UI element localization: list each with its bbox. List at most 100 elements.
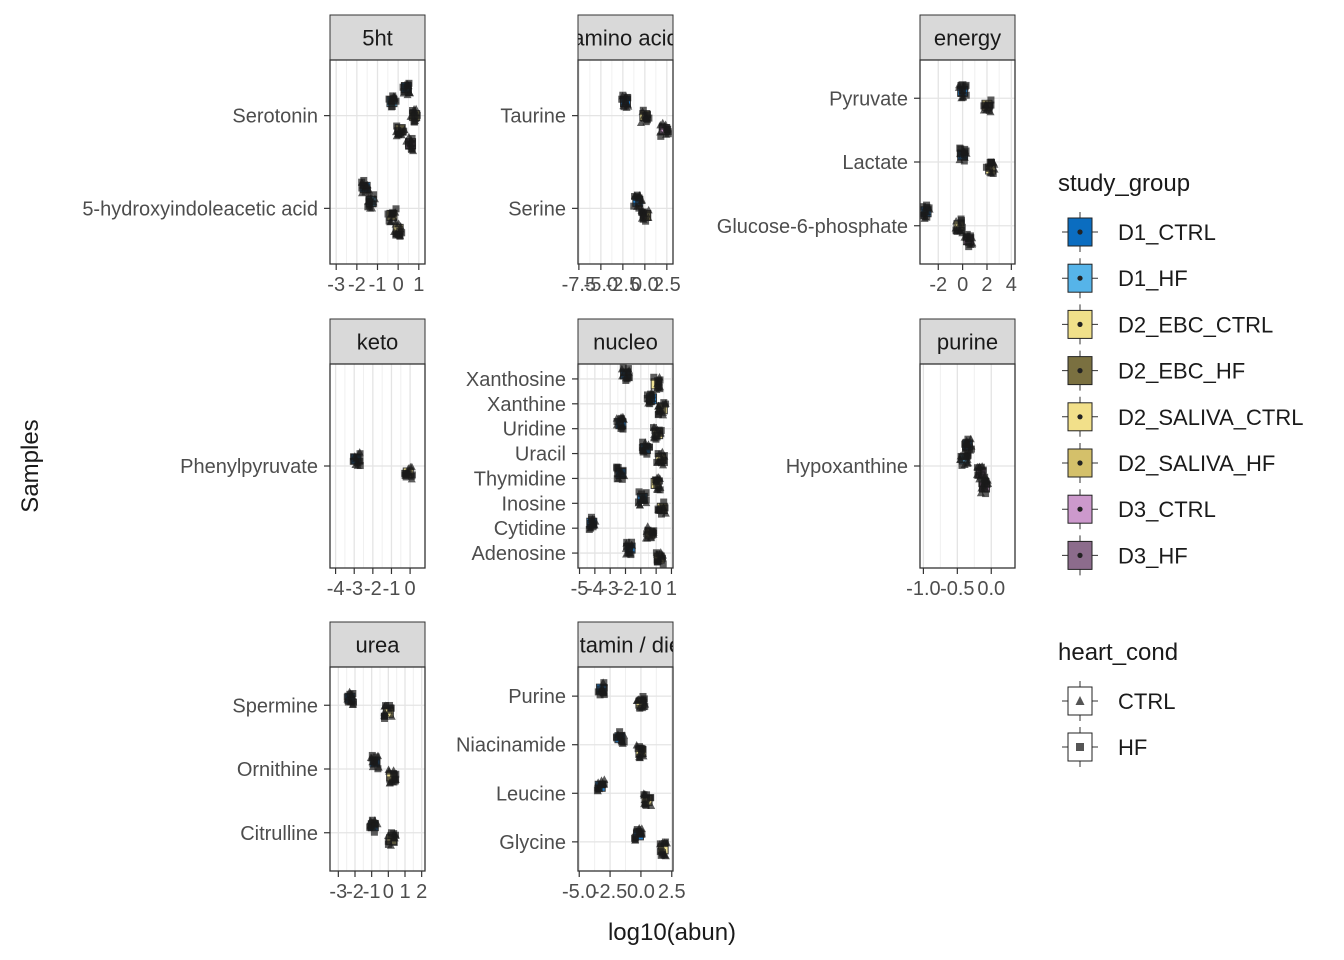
point-hf (402, 469, 410, 477)
x-tick-label: 2 (416, 881, 427, 903)
point-ctrl (373, 819, 382, 828)
point-ctrl (979, 106, 988, 114)
y-tick-label: Glycine (499, 832, 566, 854)
legend-label: D1_HF (1118, 266, 1188, 291)
point-ctrl (380, 707, 389, 716)
strip-background (919, 318, 1016, 365)
legend-label: D3_HF (1118, 543, 1188, 568)
point-hf (353, 454, 361, 462)
legend-key (1062, 535, 1098, 576)
x-tick-label: -2 (617, 578, 635, 600)
point-hf (654, 505, 662, 513)
y-tick-label: Purine (508, 686, 566, 708)
x-tick-label: 0 (957, 274, 968, 296)
strip-label: urea (355, 633, 400, 658)
point-ctrl (599, 688, 608, 697)
strip-background (577, 318, 674, 365)
point-ctrl (594, 778, 603, 786)
x-tick-label: 2 (981, 274, 992, 296)
point-ctrl (952, 216, 961, 225)
point-hf (643, 530, 651, 538)
point-ctrl (624, 368, 633, 376)
point-ctrl (660, 851, 669, 859)
point-hf (650, 373, 658, 381)
x-tick-label: 0 (651, 578, 662, 600)
point-hf (613, 734, 621, 742)
y-tick-label: Lactate (842, 152, 908, 174)
point-ctrl (391, 220, 400, 228)
legend-label: D2_EBC_CTRL (1118, 312, 1273, 337)
panel-6: urea Spermine Ornithine Citrulline -3-2-1 0 1 2 (232, 621, 427, 903)
legend-key (1062, 396, 1098, 437)
point-ctrl (959, 147, 968, 156)
point-hf (642, 496, 650, 504)
panel-5: purine Hypoxanthine -1.0 -0.5 0.0 (786, 318, 1016, 600)
point-hf (655, 407, 663, 415)
x-tick-label: 0.0 (627, 881, 655, 903)
point-ctrl (968, 240, 977, 248)
point-ctrl (635, 500, 644, 509)
point-hf (661, 504, 669, 512)
point-hf (977, 470, 985, 478)
x-tick-label: -2 (364, 578, 382, 600)
x-tick-label: -4 (327, 578, 345, 600)
point-hf (356, 450, 364, 458)
point-ctrl (387, 209, 396, 218)
point-hf (618, 475, 626, 483)
x-tick-label: 0 (383, 881, 394, 903)
point-hf (390, 94, 398, 102)
legend-key (1062, 350, 1098, 391)
point-ctrl (661, 399, 670, 407)
point-ctrl (655, 449, 664, 458)
strip-label: nucleo (593, 330, 658, 355)
point-ctrl (620, 471, 629, 480)
strip-label: vitamin / diet (564, 633, 688, 658)
point-ctrl (651, 477, 660, 486)
point-ctrl (956, 455, 965, 463)
strip-background (329, 318, 426, 365)
legend-label: D2_EBC_HF (1118, 359, 1245, 384)
point-hf (635, 198, 643, 206)
panel-7: vitamin / diet Purine Niacinamide Leucine Gl… (456, 621, 688, 903)
point-hf (958, 461, 966, 469)
point-hf (982, 490, 990, 498)
legend-dot (1077, 368, 1083, 374)
point-hf (618, 95, 626, 103)
strip-background (919, 14, 1016, 61)
x-tick-label: -7.5 (562, 274, 596, 296)
point-ctrl (635, 753, 644, 762)
point-ctrl (975, 462, 984, 471)
point-ctrl (653, 458, 662, 466)
legend-label: D2_SALIVA_HF (1118, 451, 1275, 476)
point-hf (648, 528, 656, 536)
point-ctrl (987, 169, 996, 177)
point-ctrl (648, 394, 657, 403)
point-ctrl (643, 522, 652, 530)
legend-key (1062, 212, 1098, 252)
point-ctrl (343, 694, 352, 703)
legend-square-icon (1076, 743, 1084, 751)
y-tick-label: Pyruvate (829, 88, 908, 110)
y-tick-label: Niacinamide (456, 735, 566, 757)
strip-background (577, 621, 674, 668)
point-ctrl (635, 824, 644, 832)
point-hf (643, 210, 651, 218)
point-hf (622, 376, 630, 384)
point-hf (637, 744, 645, 752)
x-tick-label: -1 (363, 881, 381, 903)
point-ctrl (920, 208, 928, 217)
point-hf (655, 379, 663, 387)
x-tick-label: -1 (632, 578, 650, 600)
point-hf (596, 691, 604, 699)
data-layer (585, 364, 670, 568)
legend-key (1062, 304, 1098, 345)
point-hf (647, 794, 655, 802)
point-ctrl (373, 751, 382, 760)
point-ctrl (653, 485, 662, 494)
legend-dot (1077, 229, 1083, 235)
y-tick-label: Uracil (515, 444, 566, 466)
point-hf (613, 463, 621, 471)
point-ctrl (647, 390, 656, 398)
point-ctrl (387, 712, 396, 720)
x-tick-label: -2 (348, 274, 366, 296)
